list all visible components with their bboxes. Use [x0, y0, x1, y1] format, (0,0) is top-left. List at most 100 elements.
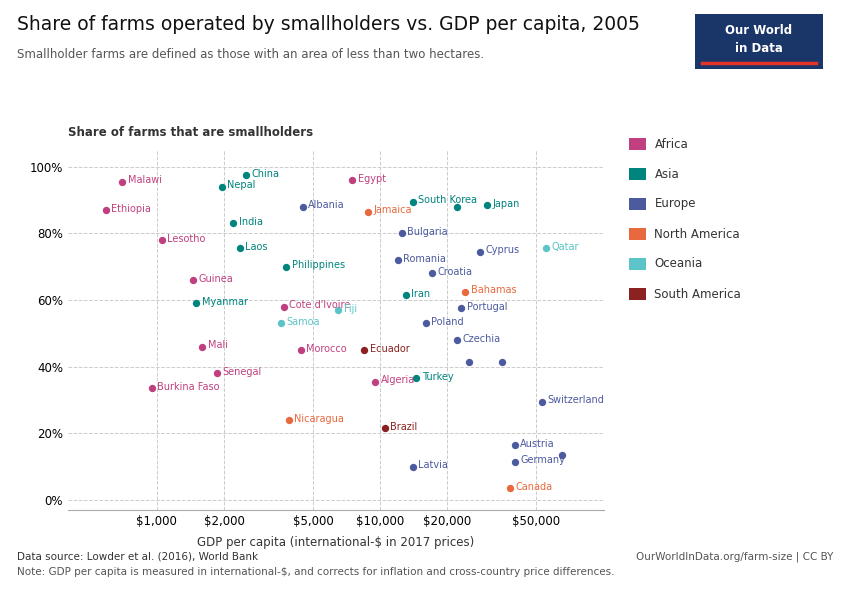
Text: China: China [252, 169, 280, 179]
Asia [480, 200, 494, 210]
Text: Cyprus: Cyprus [485, 245, 519, 255]
Oceania [275, 319, 288, 328]
Europe [406, 462, 420, 472]
Text: Philippines: Philippines [292, 260, 345, 270]
Text: Croatia: Croatia [437, 267, 473, 277]
Text: Romania: Romania [404, 254, 446, 263]
Text: in Data: in Data [735, 41, 783, 55]
Text: Germany: Germany [520, 455, 565, 465]
North America [361, 207, 375, 217]
Text: Turkey: Turkey [422, 372, 453, 382]
Text: South America: South America [654, 287, 741, 301]
Europe [507, 457, 521, 466]
Europe [555, 450, 569, 460]
Text: Share of farms that are smallholders: Share of farms that are smallholders [68, 126, 313, 139]
Text: Nicaragua: Nicaragua [294, 413, 344, 424]
Asia [406, 197, 420, 206]
Africa [196, 342, 209, 352]
Europe [419, 319, 433, 328]
Text: Samoa: Samoa [286, 317, 320, 327]
Text: Iran: Iran [411, 289, 430, 299]
Africa [145, 383, 159, 393]
North America [282, 415, 296, 425]
Europe [391, 255, 405, 265]
Text: Asia: Asia [654, 167, 679, 181]
Africa [186, 275, 200, 285]
Text: South Korea: South Korea [418, 195, 478, 205]
Asia [280, 262, 293, 271]
Asia [233, 244, 246, 253]
Africa [294, 345, 308, 355]
Europe [495, 357, 508, 367]
Text: Canada: Canada [515, 482, 552, 492]
Text: Africa: Africa [654, 137, 688, 151]
Text: Bahamas: Bahamas [471, 285, 516, 295]
Text: Ecuador: Ecuador [370, 344, 410, 353]
Europe [450, 335, 463, 345]
Asia [215, 182, 229, 191]
Oceania [539, 244, 552, 253]
Africa [99, 205, 112, 215]
Text: Portugal: Portugal [467, 302, 507, 312]
Africa [116, 177, 129, 187]
Text: Smallholder farms are defined as those with an area of less than two hectares.: Smallholder farms are defined as those w… [17, 48, 484, 61]
Text: Qatar: Qatar [551, 242, 579, 252]
Text: Morocco: Morocco [306, 344, 347, 353]
North America [458, 287, 472, 296]
Text: Bulgaria: Bulgaria [407, 227, 448, 237]
Text: India: India [239, 217, 263, 227]
Text: Oceania: Oceania [654, 257, 703, 271]
Text: Egypt: Egypt [358, 173, 386, 184]
Europe [425, 269, 439, 278]
Text: Share of farms operated by smallholders vs. GDP per capita, 2005: Share of farms operated by smallholders … [17, 15, 640, 34]
North America [503, 484, 517, 493]
Text: Austria: Austria [520, 439, 555, 449]
Europe [462, 357, 476, 367]
Asia [399, 290, 412, 300]
Text: Jamaica: Jamaica [373, 205, 412, 215]
Africa [277, 302, 291, 311]
Text: Switzerland: Switzerland [547, 395, 604, 405]
Text: Data source: Lowder et al. (2016), World Bank: Data source: Lowder et al. (2016), World… [17, 551, 258, 561]
Europe [507, 440, 521, 450]
Text: Myanmar: Myanmar [201, 297, 247, 307]
South America [358, 345, 371, 355]
Africa [368, 377, 382, 386]
Oceania [332, 305, 345, 315]
Text: Guinea: Guinea [198, 274, 233, 284]
Asia [227, 218, 241, 228]
Text: Ethiopia: Ethiopia [111, 203, 151, 214]
Europe [395, 229, 409, 238]
South America [378, 424, 392, 433]
Text: Note: GDP per capita is measured in international-$, and corrects for inflation : Note: GDP per capita is measured in inte… [17, 567, 615, 577]
Text: North America: North America [654, 227, 740, 241]
Text: Lesotho: Lesotho [167, 233, 206, 244]
Text: Mali: Mali [208, 340, 228, 350]
Text: Our World: Our World [726, 24, 792, 37]
Text: Nepal: Nepal [227, 180, 256, 190]
Text: Algeria: Algeria [381, 375, 415, 385]
Europe [536, 397, 549, 406]
Text: OurWorldInData.org/farm-size | CC BY: OurWorldInData.org/farm-size | CC BY [636, 551, 833, 562]
Text: Burkina Faso: Burkina Faso [157, 382, 220, 392]
Text: Latvia: Latvia [418, 460, 448, 470]
Asia [410, 374, 423, 383]
Africa [155, 235, 168, 245]
Asia [190, 299, 203, 308]
Text: Europe: Europe [654, 197, 696, 211]
Text: Poland: Poland [431, 317, 464, 327]
Text: Cote d'Ivoire: Cote d'Ivoire [289, 300, 350, 310]
Europe [454, 304, 468, 313]
Text: Malawi: Malawi [128, 175, 162, 185]
Europe [296, 202, 309, 211]
Text: Albania: Albania [309, 200, 345, 210]
Text: Senegal: Senegal [222, 367, 261, 377]
Text: Czechia: Czechia [462, 334, 501, 344]
X-axis label: GDP per capita (international-$ in 2017 prices): GDP per capita (international-$ in 2017 … [197, 536, 474, 549]
Text: Laos: Laos [246, 242, 268, 252]
Africa [210, 368, 224, 378]
Europe [473, 247, 487, 256]
Text: Brazil: Brazil [390, 422, 417, 432]
Africa [345, 175, 359, 185]
Text: Fiji: Fiji [344, 304, 357, 314]
